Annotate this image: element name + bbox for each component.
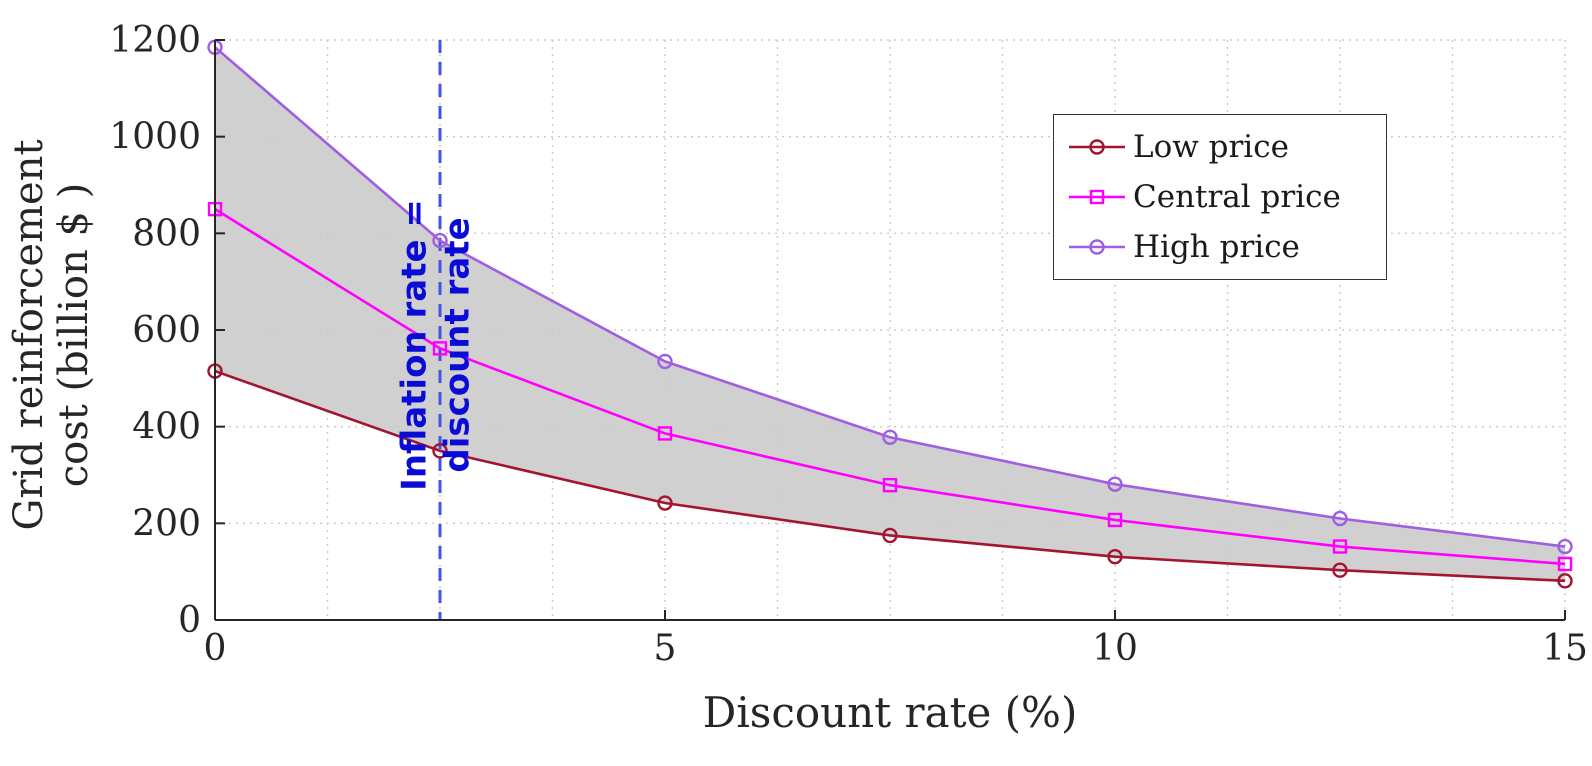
svg-text:0: 0	[204, 628, 227, 669]
legend-label: Central price	[1133, 179, 1341, 215]
legend-line-sample	[1069, 239, 1125, 255]
legend-line-sample	[1069, 139, 1125, 155]
svg-text:800: 800	[132, 213, 201, 254]
legend-line-sample	[1069, 189, 1125, 205]
legend-item-high-price: High price	[1066, 225, 1374, 269]
svg-text:1200: 1200	[109, 20, 201, 61]
svg-text:400: 400	[132, 407, 201, 448]
svg-text:5: 5	[654, 628, 677, 669]
y-axis-label-line1: Grid reinforcement	[6, 139, 53, 531]
legend-item-low-price: Low price	[1066, 125, 1374, 169]
svg-text:1000: 1000	[109, 117, 201, 158]
annotation-line1: Inflation rate =	[394, 199, 435, 491]
legend: Low price Central price High price	[1053, 114, 1387, 280]
svg-text:0: 0	[178, 600, 201, 641]
svg-text:10: 10	[1092, 628, 1138, 669]
inflation-rate-annotation: Inflation rate = discount rate	[394, 199, 479, 491]
y-axis-label-line2: cost (billion $ )	[51, 182, 97, 488]
x-axis-label: Discount rate (%)	[702, 688, 1078, 737]
legend-label: Low price	[1133, 129, 1289, 165]
legend-item-central-price: Central price	[1066, 175, 1374, 219]
svg-text:15: 15	[1542, 628, 1588, 669]
annotation-line2: discount rate	[437, 217, 477, 473]
y-axis-label: Grid reinforcement cost (billion $ )	[6, 139, 97, 531]
svg-text:600: 600	[132, 310, 201, 351]
svg-text:200: 200	[132, 503, 201, 544]
legend-label: High price	[1133, 229, 1300, 265]
